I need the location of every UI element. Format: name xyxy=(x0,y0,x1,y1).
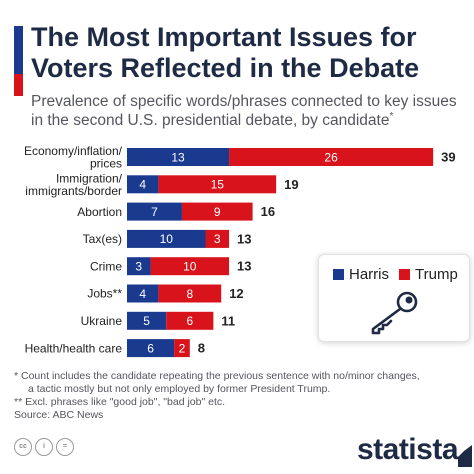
bar-value-trump-1: 15 xyxy=(211,178,225,192)
statista-logo-mark-icon xyxy=(458,445,472,467)
bar-trump-3 xyxy=(205,229,230,248)
bar-trump-1 xyxy=(158,175,277,194)
chart-subtitle: Prevalence of specific words/phrases con… xyxy=(31,92,471,130)
bar-value-trump-0: 26 xyxy=(324,150,338,164)
category-label-2: Abortion xyxy=(77,205,122,219)
legend-swatch-harris xyxy=(333,269,344,280)
bar-value-harris-7: 6 xyxy=(147,341,154,355)
category-label-7: Health/health care xyxy=(25,341,123,355)
bar-trump-4 xyxy=(150,257,230,276)
statista-logo[interactable]: statista xyxy=(356,433,459,466)
bar-harris-5 xyxy=(127,284,159,303)
bar-value-trump-3: 3 xyxy=(214,232,221,246)
bar-harris-4 xyxy=(127,257,151,276)
bar-value-harris-2: 7 xyxy=(151,205,158,219)
footnotes: * Count includes the candidate repeating… xyxy=(14,370,464,422)
no-derivatives-icon[interactable]: = xyxy=(56,438,74,456)
legend-swatch-trump xyxy=(399,269,410,280)
bar-trump-5 xyxy=(158,284,222,303)
cc-icon[interactable]: cc xyxy=(14,438,32,456)
bar-value-trump-7: 2 xyxy=(179,341,186,355)
bar-value-harris-0: 13 xyxy=(171,150,185,164)
bar-trump-7 xyxy=(174,339,190,358)
category-label-1: Immigration/immigrants/border xyxy=(25,171,122,198)
bar-harris-2 xyxy=(127,202,182,221)
bar-total-7: 8 xyxy=(198,341,205,356)
bar-total-4: 13 xyxy=(237,259,251,274)
footnote-1: * Count includes the candidate repeating… xyxy=(14,370,420,382)
bar-trump-0 xyxy=(229,148,434,166)
bar-harris-1 xyxy=(127,175,159,194)
key-icon xyxy=(371,291,418,335)
bar-total-2: 16 xyxy=(261,204,275,219)
legend-item-harris: Harris xyxy=(333,266,389,283)
attribution-icon[interactable]: i xyxy=(35,438,53,456)
bar-harris-0 xyxy=(127,148,230,166)
title-accent-bar xyxy=(14,26,23,96)
page-title: The Most Important Issues for Voters Ref… xyxy=(31,22,420,83)
bar-trump-2 xyxy=(181,202,253,221)
legend-box: Harris Trump xyxy=(318,254,470,342)
bar-harris-7 xyxy=(127,339,175,358)
category-label-4: Crime xyxy=(90,259,122,273)
legend-item-trump: Trump xyxy=(399,266,458,283)
bar-total-1: 19 xyxy=(284,177,298,192)
bar-value-harris-6: 5 xyxy=(143,314,150,328)
bar-value-trump-6: 6 xyxy=(186,314,193,328)
footnote-2: ** Excl. phrases like "good job", "bad j… xyxy=(14,396,226,408)
category-label-6: Ukraine xyxy=(81,314,123,328)
stacked-bar-chart: Economy/inflation/prices 13 26 39Immigratio… xyxy=(24,144,456,358)
legend-label-harris: Harris xyxy=(349,266,389,283)
bar-harris-3 xyxy=(127,229,206,248)
bar-total-3: 13 xyxy=(237,231,251,246)
bar-value-trump-2: 9 xyxy=(214,205,221,219)
category-label-3: Tax(es) xyxy=(83,232,122,246)
category-label-5: Jobs** xyxy=(87,287,122,301)
footnote-1-cont: a tactic mostly but not only employed by… xyxy=(28,383,331,395)
bar-total-0: 39 xyxy=(441,150,455,165)
license-icons[interactable]: cc i = xyxy=(14,438,74,456)
source-note: Source: ABC News xyxy=(14,409,104,421)
bar-value-harris-4: 3 xyxy=(135,260,142,274)
bar-value-trump-4: 10 xyxy=(183,260,197,274)
category-label-0: Economy/inflation/prices xyxy=(24,144,123,171)
bar-total-6: 11 xyxy=(221,313,235,328)
accent-bar-red xyxy=(14,74,23,96)
bar-value-trump-5: 8 xyxy=(186,287,193,301)
bar-value-harris-1: 4 xyxy=(139,178,146,192)
bar-total-5: 12 xyxy=(229,286,243,301)
footer: cc i = statista xyxy=(0,432,474,474)
bar-harris-6 xyxy=(127,311,167,330)
bar-trump-6 xyxy=(166,311,214,330)
subtitle-footnote-marker: * xyxy=(389,110,394,122)
bar-value-harris-5: 4 xyxy=(139,287,146,301)
subtitle-text: Prevalence of specific words/phrases con… xyxy=(31,93,457,129)
bar-value-harris-3: 10 xyxy=(160,232,174,246)
legend-label-trump: Trump xyxy=(415,266,458,283)
accent-bar-blue xyxy=(14,26,23,74)
